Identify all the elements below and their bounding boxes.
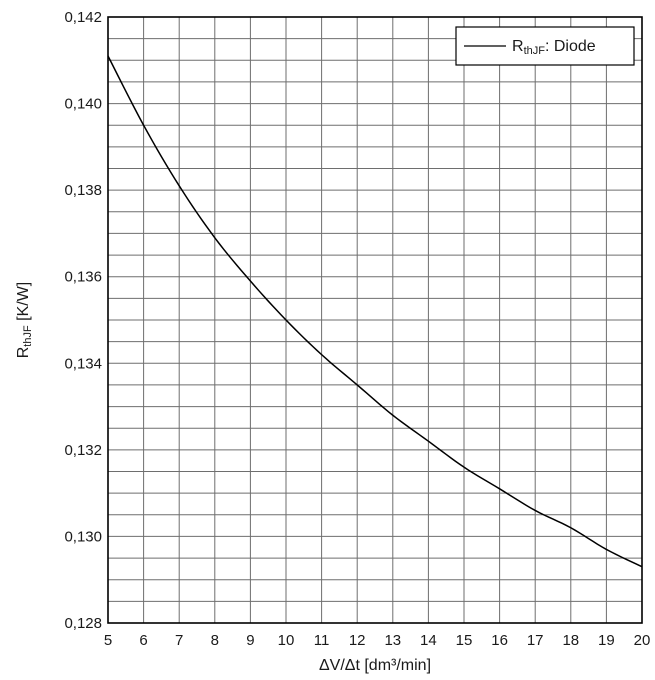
x-tick-label: 16 xyxy=(491,632,508,649)
x-tick-label: 19 xyxy=(598,632,615,649)
horizontal-gridlines xyxy=(108,17,642,623)
y-tick-label: 0,132 xyxy=(64,442,102,459)
x-tick-label: 7 xyxy=(175,632,183,649)
x-tick-label: 13 xyxy=(384,632,401,649)
x-tick-labels: 5 6 7 8 9 10 11 12 13 14 15 16 17 18 19 20 xyxy=(104,632,651,649)
y-axis-label-unit: [K/W] xyxy=(15,282,32,326)
x-tick-label: 6 xyxy=(139,632,147,649)
y-tick-label: 0,138 xyxy=(64,182,102,199)
x-tick-label: 20 xyxy=(634,632,651,649)
y-axis-label-sub: thJF xyxy=(22,325,34,347)
x-axis-label: ΔV/Δt [dm³/min] xyxy=(319,657,431,674)
x-tick-label: 9 xyxy=(246,632,254,649)
y-axis-label: RthJF [K/W] xyxy=(15,282,34,359)
x-tick-label: 18 xyxy=(562,632,579,649)
x-tick-label: 5 xyxy=(104,632,112,649)
x-tick-label: 11 xyxy=(314,632,330,649)
x-tick-label: 10 xyxy=(278,632,295,649)
legend-label-suffix: : Diode xyxy=(545,38,596,55)
x-tick-label: 12 xyxy=(349,632,366,649)
x-tick-label: 15 xyxy=(456,632,473,649)
y-tick-label: 0,130 xyxy=(64,528,102,545)
y-tick-label: 0,142 xyxy=(64,9,102,26)
y-tick-label: 0,140 xyxy=(64,96,102,113)
y-axis-label-main: R xyxy=(15,347,32,359)
series-layer xyxy=(108,56,642,567)
x-tick-label: 8 xyxy=(211,632,219,649)
legend: RthJF: Diode xyxy=(456,27,634,65)
series-line xyxy=(108,56,642,567)
y-tick-labels: 0,128 0,130 0,132 0,134 0,136 0,138 0,140 0,142 xyxy=(64,9,102,632)
legend-label-main: R xyxy=(512,38,524,55)
y-tick-label: 0,134 xyxy=(64,355,102,372)
x-tick-label: 14 xyxy=(420,632,437,649)
legend-label-sub: thJF xyxy=(524,45,546,57)
y-tick-label: 0,128 xyxy=(64,615,102,632)
y-tick-label: 0,136 xyxy=(64,269,102,286)
x-tick-label: 17 xyxy=(527,632,544,649)
